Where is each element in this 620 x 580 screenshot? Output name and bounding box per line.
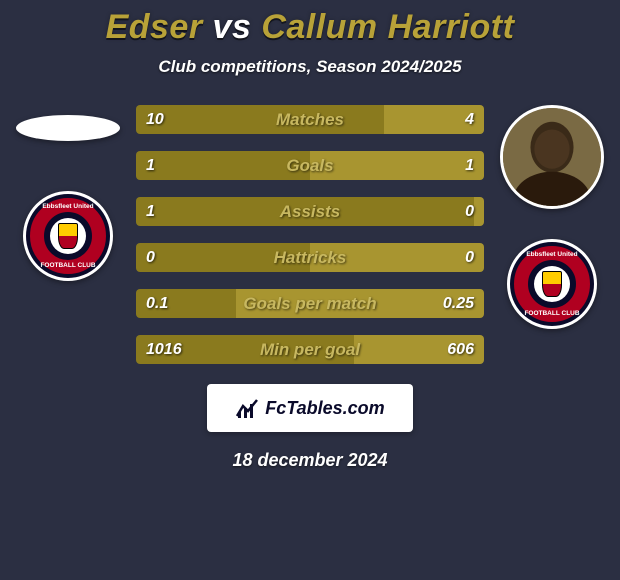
- stat-segment-right: 0: [474, 197, 484, 226]
- brand-text: FcTables.com: [265, 398, 384, 419]
- content-row: Ebbsfleet United FOOTBALL CLUB 104Matche…: [0, 105, 620, 364]
- player-avatar-right: [500, 105, 604, 209]
- stat-segment-left: 0: [136, 243, 310, 272]
- shield-icon: [58, 223, 78, 249]
- brand-logo-box: FcTables.com: [207, 384, 413, 432]
- right-player-column: Ebbsfleet United FOOTBALL CLUB: [492, 105, 612, 364]
- stat-segment-right: 0: [310, 243, 484, 272]
- stat-value-right: 0: [455, 249, 484, 267]
- stat-segment-right: 606: [354, 335, 484, 364]
- stat-segment-left: 0.1: [136, 289, 236, 318]
- player-avatar-left: [16, 115, 120, 141]
- shield-icon: [542, 271, 562, 297]
- stats-bars: 104Matches11Goals10Assists00Hattricks0.1…: [128, 105, 492, 364]
- stat-row: 1016606Min per goal: [136, 335, 484, 364]
- stat-segment-right: 1: [310, 151, 484, 180]
- club-name-top-right: Ebbsfleet United: [510, 251, 594, 258]
- club-name-bottom-right: FOOTBALL CLUB: [510, 310, 594, 317]
- comparison-infographic: Edser vs Callum Harriott Club competitio…: [0, 0, 620, 580]
- stat-value-right: 0: [455, 203, 484, 221]
- page-subtitle: Club competitions, Season 2024/2025: [0, 57, 620, 77]
- stat-row: 0.10.25Goals per match: [136, 289, 484, 318]
- stat-value-right: 1: [455, 157, 484, 175]
- stat-value-left: 1: [136, 157, 165, 175]
- club-logo-right: Ebbsfleet United FOOTBALL CLUB: [507, 239, 597, 329]
- stat-row: 11Goals: [136, 151, 484, 180]
- stat-segment-right: 0.25: [236, 289, 484, 318]
- date-text: 18 december 2024: [0, 450, 620, 471]
- stat-value-right: 606: [437, 341, 484, 359]
- stat-segment-left: 1: [136, 197, 474, 226]
- stat-segment-left: 1016: [136, 335, 354, 364]
- club-name-bottom-left: FOOTBALL CLUB: [26, 262, 110, 269]
- stat-row: 10Assists: [136, 197, 484, 226]
- stat-value-left: 0: [136, 249, 165, 267]
- left-player-column: Ebbsfleet United FOOTBALL CLUB: [8, 105, 128, 364]
- stat-segment-left: 10: [136, 105, 384, 134]
- stat-value-right: 0.25: [433, 295, 484, 313]
- stat-segment-left: 1: [136, 151, 310, 180]
- stat-row: 104Matches: [136, 105, 484, 134]
- stat-row: 00Hattricks: [136, 243, 484, 272]
- stat-value-right: 4: [455, 111, 484, 129]
- club-name-top-left: Ebbsfleet United: [26, 203, 110, 210]
- stat-value-left: 1: [136, 203, 165, 221]
- page-title: Edser vs Callum Harriott: [0, 0, 620, 47]
- title-player-left: Edser: [106, 8, 203, 46]
- title-separator: vs: [213, 8, 252, 46]
- stat-value-left: 10: [136, 111, 174, 129]
- person-icon: [503, 108, 601, 206]
- stat-value-left: 0.1: [136, 295, 178, 313]
- stat-value-left: 1016: [136, 341, 192, 359]
- chart-icon: [235, 396, 259, 420]
- title-player-right: Callum Harriott: [261, 8, 514, 46]
- stat-segment-right: 4: [384, 105, 484, 134]
- club-logo-left: Ebbsfleet United FOOTBALL CLUB: [23, 191, 113, 281]
